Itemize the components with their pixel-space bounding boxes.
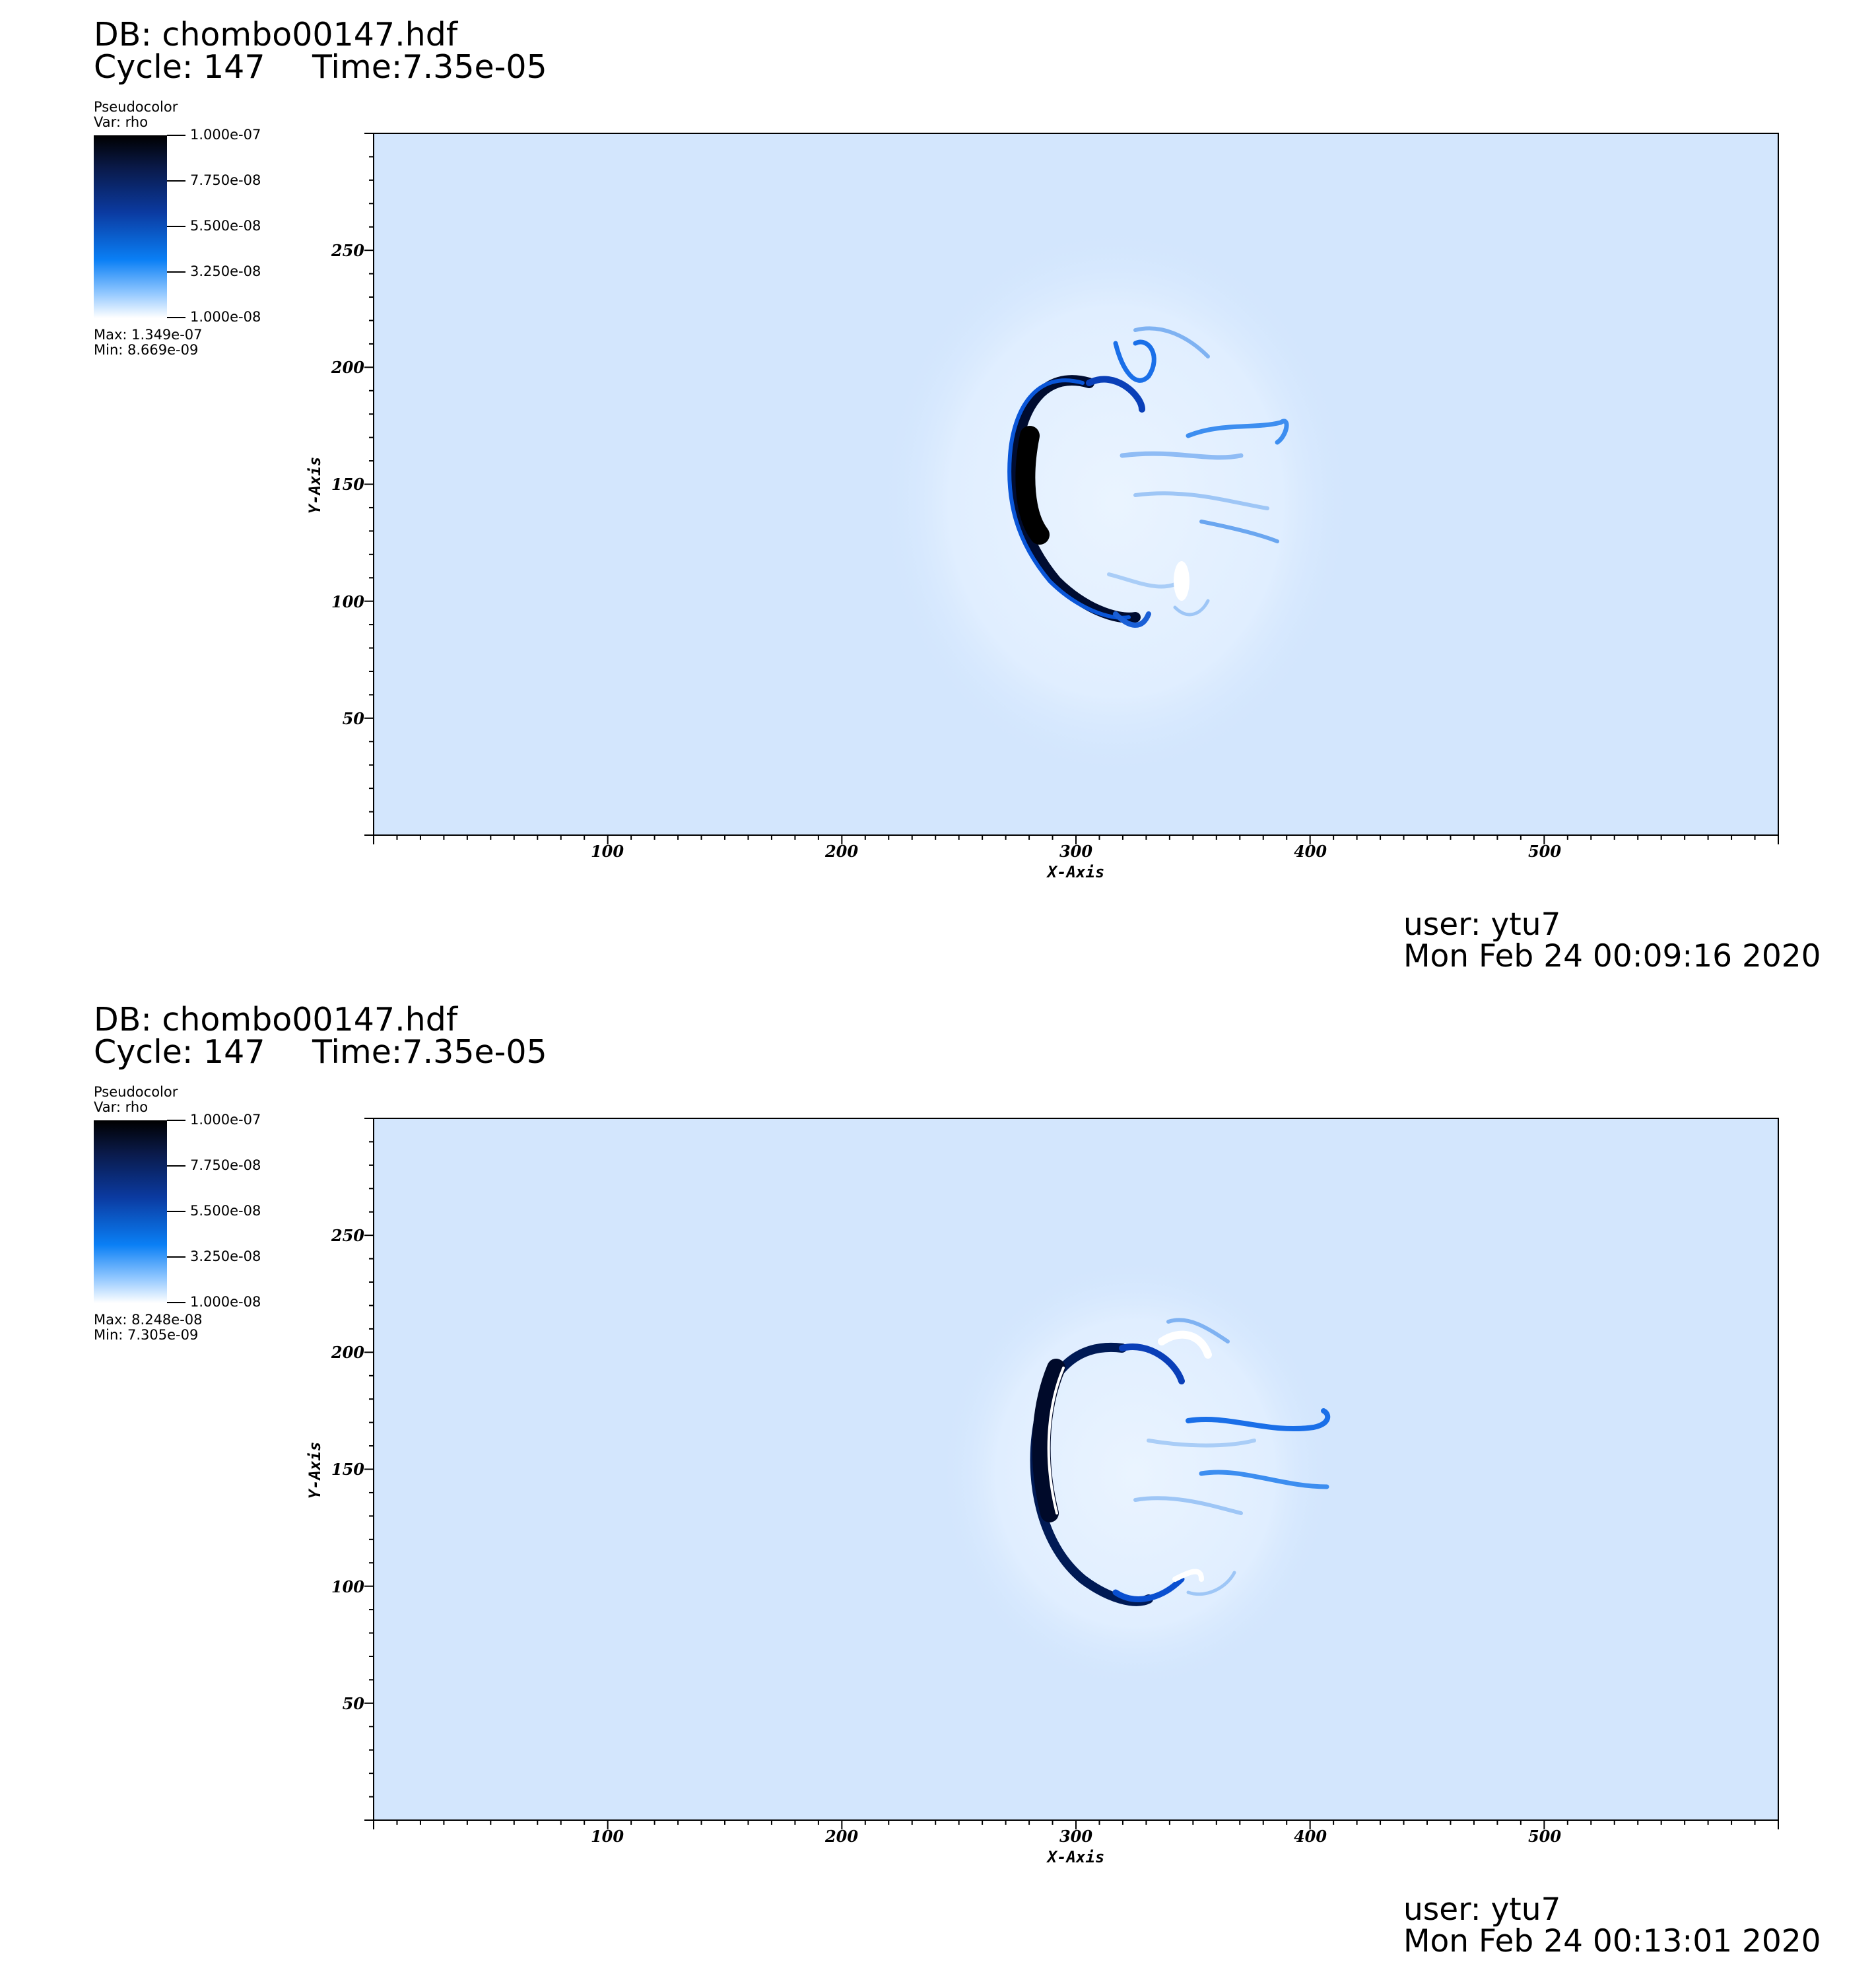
x-tick-label: 200 xyxy=(824,1827,858,1846)
legend-plot-type: Pseudocolor xyxy=(94,99,178,115)
legend-tick-label: 1.000e-07 xyxy=(190,127,261,143)
legend-variable: Var: rho xyxy=(94,114,149,130)
legend-tick-label: 3.250e-08 xyxy=(190,263,261,279)
legend-color-bar xyxy=(94,1120,167,1303)
legend-plot-type: Pseudocolor xyxy=(94,1084,178,1100)
y-tick-label: 100 xyxy=(331,1577,364,1596)
legend-tick-label: 1.000e-07 xyxy=(190,1112,261,1128)
cycle-label: Cycle: 147 xyxy=(94,48,265,86)
density-halo xyxy=(878,224,1353,779)
y-tick-label: 50 xyxy=(343,709,365,728)
density-plot: 100 200 300 400 500 50 100 150 200 250 X… xyxy=(306,1118,1779,1866)
legend-tick xyxy=(167,226,185,227)
y-tick-label: 100 xyxy=(331,592,364,611)
y-axis-label: Y-Axis xyxy=(306,1442,324,1499)
legend-tick xyxy=(167,135,185,136)
x-axis-label: X-Axis xyxy=(1046,863,1105,881)
date-label: Mon Feb 24 00:09:16 2020 xyxy=(1403,938,1821,974)
legend-tick xyxy=(167,1256,185,1258)
y-tick-label: 150 xyxy=(331,1460,364,1479)
x-tick-label: 100 xyxy=(591,842,624,861)
y-tick-label: 200 xyxy=(331,358,364,377)
y-tick-label: 250 xyxy=(331,1226,364,1245)
density-plot: 100 200 300 400 500 50 100 150 200 250 X… xyxy=(306,133,1779,881)
x-tick-label: 500 xyxy=(1528,842,1561,861)
legend-tick xyxy=(167,1211,185,1212)
database-label: DB: chombo00147.hdf xyxy=(94,16,458,53)
legend-tick xyxy=(167,271,185,273)
y-tick-label: 50 xyxy=(343,1694,365,1713)
legend-tick-label: 1.000e-08 xyxy=(190,1294,261,1310)
user-label: user: ytu7 xyxy=(1403,1891,1561,1928)
x-axis-label: X-Axis xyxy=(1046,1848,1105,1866)
plot-panel-2: DB: chombo00147.hdf Cycle: 147 Time:7.35… xyxy=(0,985,1876,1970)
cycle-label: Cycle: 147 xyxy=(94,1033,265,1071)
legend-tick xyxy=(167,1165,185,1167)
legend-tick xyxy=(167,1302,185,1303)
axis-ticks xyxy=(364,1118,1779,1829)
legend-tick-label: 7.750e-08 xyxy=(190,1157,261,1173)
density-structure xyxy=(1030,1318,1331,1606)
x-tick-label: 400 xyxy=(1294,1827,1327,1846)
x-tick-label: 300 xyxy=(1059,1827,1092,1846)
x-tick-label: 100 xyxy=(591,1827,624,1846)
x-tick-label: 400 xyxy=(1294,842,1327,861)
x-tick-label: 500 xyxy=(1528,1827,1561,1846)
y-tick-label: 250 xyxy=(331,241,364,260)
y-axis-label: Y-Axis xyxy=(306,457,324,514)
y-tick-label: 200 xyxy=(331,1343,364,1362)
legend-tick-label: 7.750e-08 xyxy=(190,172,261,188)
database-label: DB: chombo00147.hdf xyxy=(94,1001,458,1038)
legend-tick-label: 5.500e-08 xyxy=(190,218,261,234)
legend-min: Min: 8.669e-09 xyxy=(94,342,199,358)
legend-tick xyxy=(167,1120,185,1121)
legend-color-bar xyxy=(94,135,167,318)
legend-max: Max: 1.349e-07 xyxy=(94,327,203,343)
y-tick-label: 150 xyxy=(331,475,364,494)
density-structure xyxy=(1007,326,1289,628)
legend-tick xyxy=(167,317,185,318)
legend-tick-label: 1.000e-08 xyxy=(190,309,261,325)
x-tick-label: 300 xyxy=(1059,842,1092,861)
density-halo xyxy=(937,1256,1333,1691)
axis-ticks xyxy=(364,133,1779,844)
plot-panel-1: DB: chombo00147.hdf Cycle: 147 Time:7.35… xyxy=(94,16,1821,974)
user-label: user: ytu7 xyxy=(1403,906,1561,943)
time-label: Time:7.35e-05 xyxy=(312,1033,547,1071)
legend-variable: Var: rho xyxy=(94,1099,149,1115)
x-tick-label: 200 xyxy=(824,842,858,861)
legend-min: Min: 7.305e-09 xyxy=(94,1327,199,1343)
legend-tick-label: 5.500e-08 xyxy=(190,1203,261,1219)
date-label: Mon Feb 24 00:13:01 2020 xyxy=(1403,1923,1821,1959)
time-label: Time:7.35e-05 xyxy=(312,48,547,86)
legend-tick xyxy=(167,180,185,182)
legend-tick-label: 3.250e-08 xyxy=(190,1248,261,1264)
legend-max: Max: 8.248e-08 xyxy=(94,1312,203,1328)
